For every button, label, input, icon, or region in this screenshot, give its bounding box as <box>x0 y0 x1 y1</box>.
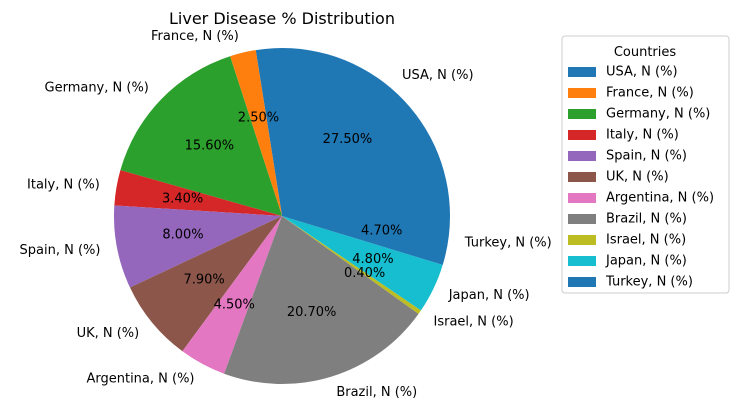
percentage-label-spain-n: 8.00% <box>162 227 203 242</box>
percentage-label-usa-n: 27.50% <box>323 132 373 147</box>
legend: Countries USA, N (%) France, N (%) Germany… <box>561 35 730 294</box>
pie-slice-japan-n <box>282 216 443 311</box>
pie-slice-argentina-n <box>182 216 282 374</box>
legend-swatch-usa-n <box>568 67 596 77</box>
legend-label-france-n: France, N (%) <box>606 86 694 101</box>
percentage-label-italy-n: 3.40% <box>162 191 203 206</box>
legend-label-germany-n: Germany, N (%) <box>606 107 710 122</box>
legend-label-argentina-n: Argentina, N (%) <box>606 191 714 206</box>
category-label-japan-n: Japan, N (%) <box>448 288 530 303</box>
legend-label-turkey-n: Turkey, N (%) <box>605 275 693 290</box>
category-label-uk-n: UK, N (%) <box>77 326 140 341</box>
category-label-argentina-n: Argentina, N (%) <box>86 371 194 386</box>
pie-slice-italy-n <box>114 170 282 216</box>
pie-slice-usa-n <box>255 48 450 217</box>
pie-slice-turkey-n <box>282 216 450 265</box>
chart-title: Liver Disease % Distribution <box>169 9 395 28</box>
category-label-turkey-n: Turkey, N (%) <box>464 236 552 251</box>
pie-slices <box>114 48 450 384</box>
legend-swatch-brazil-n <box>568 214 596 224</box>
pie-slice-germany-n <box>120 56 282 216</box>
legend-title: Countries <box>614 45 677 60</box>
category-label-spain-n: Spain, N (%) <box>20 243 101 258</box>
legend-label-italy-n: Italy, N (%) <box>606 128 679 143</box>
percentage-label-japan-n: 4.80% <box>352 252 393 267</box>
percentage-labels: 27.50% 2.50%15.60% 3.40% 8.00% 7.90% 4.50% 20.… <box>162 110 402 319</box>
category-label-italy-n: Italy, N (%) <box>27 177 100 192</box>
category-labels: USA, N (%) France, N (%) Germany, N (%) Ita… <box>20 29 552 400</box>
legend-label-usa-n: USA, N (%) <box>606 65 678 80</box>
percentage-label-israel-n: 0.40% <box>344 266 385 281</box>
percentage-label-france-n: 2.50% <box>238 110 279 125</box>
pie-slice-uk-n <box>129 216 282 352</box>
pie-slice-israel-n <box>282 216 421 314</box>
pie-slice-brazil-n <box>224 216 419 384</box>
legend-label-uk-n: UK, N (%) <box>606 170 669 185</box>
percentage-label-brazil-n: 20.70% <box>287 305 337 320</box>
legend-entries: USA, N (%) France, N (%) Germany, N (%) Ita… <box>568 65 714 290</box>
percentage-label-germany-n: 15.60% <box>185 139 235 154</box>
legend-swatch-turkey-n <box>568 277 596 287</box>
percentage-label-uk-n: 7.90% <box>183 273 224 288</box>
legend-swatch-germany-n <box>568 109 596 119</box>
legend-swatch-argentina-n <box>568 193 596 203</box>
category-label-israel-n: Israel, N (%) <box>434 314 514 329</box>
legend-label-brazil-n: Brazil, N (%) <box>606 212 687 227</box>
legend-swatch-france-n <box>568 88 596 98</box>
legend-swatch-italy-n <box>568 130 596 140</box>
category-label-brazil-n: Brazil, N (%) <box>336 385 417 400</box>
category-label-germany-n: Germany, N (%) <box>45 80 149 95</box>
legend-swatch-spain-n <box>568 151 596 161</box>
pie-slice-spain-n <box>114 205 283 288</box>
pie-slice-france-n <box>230 50 282 216</box>
legend-label-israel-n: Israel, N (%) <box>606 233 686 248</box>
legend-swatch-israel-n <box>568 235 596 245</box>
legend-label-spain-n: Spain, N (%) <box>606 149 687 164</box>
category-label-france-n: France, N (%) <box>151 29 239 44</box>
legend-label-japan-n: Japan, N (%) <box>605 254 687 269</box>
category-label-usa-n: USA, N (%) <box>402 68 474 83</box>
percentage-label-turkey-n: 4.70% <box>361 223 402 238</box>
legend-swatch-japan-n <box>568 256 596 266</box>
legend-frame <box>561 35 730 294</box>
legend-swatch-uk-n <box>568 172 596 182</box>
percentage-label-argentina-n: 4.50% <box>214 297 255 312</box>
